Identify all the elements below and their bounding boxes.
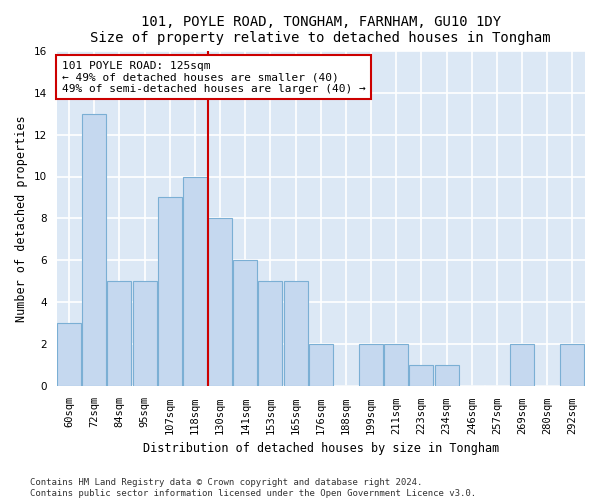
- Bar: [510, 344, 534, 387]
- Y-axis label: Number of detached properties: Number of detached properties: [15, 115, 28, 322]
- Bar: [560, 344, 584, 387]
- Bar: [208, 218, 232, 386]
- Bar: [158, 198, 182, 386]
- Bar: [359, 344, 383, 387]
- Bar: [133, 282, 157, 387]
- Bar: [309, 344, 333, 387]
- Bar: [82, 114, 106, 386]
- Bar: [434, 366, 458, 386]
- Bar: [259, 282, 283, 387]
- Text: Contains HM Land Registry data © Crown copyright and database right 2024.
Contai: Contains HM Land Registry data © Crown c…: [30, 478, 476, 498]
- Bar: [107, 282, 131, 387]
- Text: 101 POYLE ROAD: 125sqm
← 49% of detached houses are smaller (40)
49% of semi-det: 101 POYLE ROAD: 125sqm ← 49% of detached…: [62, 60, 365, 94]
- Bar: [409, 366, 433, 386]
- Bar: [233, 260, 257, 386]
- X-axis label: Distribution of detached houses by size in Tongham: Distribution of detached houses by size …: [143, 442, 499, 455]
- Bar: [183, 176, 207, 386]
- Bar: [385, 344, 408, 387]
- Bar: [284, 282, 308, 387]
- Bar: [57, 324, 81, 386]
- Title: 101, POYLE ROAD, TONGHAM, FARNHAM, GU10 1DY
Size of property relative to detache: 101, POYLE ROAD, TONGHAM, FARNHAM, GU10 …: [91, 15, 551, 45]
